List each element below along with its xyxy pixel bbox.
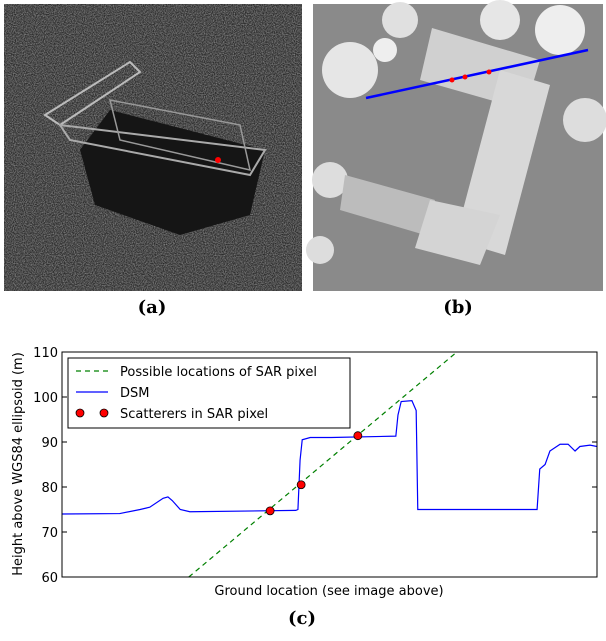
y-tick-label: 60	[41, 571, 58, 586]
scatter-point	[354, 432, 362, 440]
scatter-point	[266, 507, 274, 515]
y-tick-label: 100	[33, 391, 58, 406]
image-a	[4, 4, 302, 291]
figure: (a) (b) (c) Ground location (see image a…	[0, 0, 606, 637]
legend-marker	[76, 409, 84, 417]
x-axis-label: Ground location (see image above)	[214, 584, 443, 599]
y-tick-label: 80	[41, 481, 58, 496]
y-tick-label: 70	[41, 526, 58, 541]
caption: (c)	[288, 608, 316, 629]
caption: (b)	[443, 297, 473, 318]
legend-marker	[100, 409, 108, 417]
y-axis-label: Height above WGS84 ellipsoid (m)	[11, 352, 26, 576]
legend-label: Scatterers in SAR pixel	[120, 407, 268, 422]
caption: (a)	[138, 297, 167, 318]
y-tick-label: 90	[41, 436, 58, 451]
image-b	[306, 0, 606, 291]
legend-label: DSM	[120, 386, 149, 401]
y-tick-label: 110	[33, 346, 58, 361]
scatter-point	[297, 481, 305, 489]
legend-label: Possible locations of SAR pixel	[120, 365, 317, 380]
